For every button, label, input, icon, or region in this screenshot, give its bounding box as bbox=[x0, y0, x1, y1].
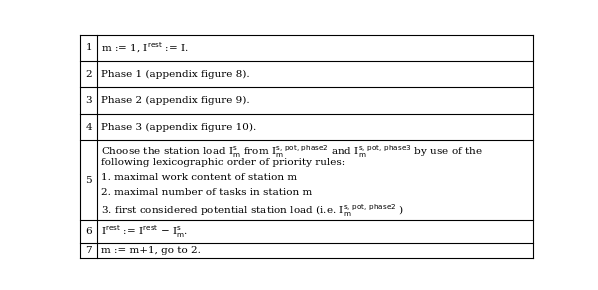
Text: Choose the station load I$^{\mathrm{s}}_{\mathrm{m}}$ from I$^{\mathrm{s,\thinsp: Choose the station load I$^{\mathrm{s}}_… bbox=[100, 143, 483, 160]
Text: 3. first considered potential station load (i.e. I$^{\mathrm{s,\thinspace pot,\t: 3. first considered potential station lo… bbox=[100, 202, 404, 219]
Text: 7: 7 bbox=[86, 246, 92, 255]
Text: Phase 1 (appendix figure 8).: Phase 1 (appendix figure 8). bbox=[100, 70, 249, 79]
Text: following lexicographic order of priority rules:: following lexicographic order of priorit… bbox=[100, 158, 345, 167]
Text: 2. maximal number of tasks in station m: 2. maximal number of tasks in station m bbox=[100, 188, 312, 197]
Text: m := m+1, go to 2.: m := m+1, go to 2. bbox=[100, 246, 200, 255]
Text: m := 1, I$^{\mathrm{rest}}$ := I.: m := 1, I$^{\mathrm{rest}}$ := I. bbox=[100, 41, 188, 55]
Text: 1. maximal work content of station m: 1. maximal work content of station m bbox=[100, 173, 297, 182]
Text: 2: 2 bbox=[86, 70, 92, 79]
Text: I$^{\mathrm{rest}}$ := I$^{\mathrm{rest}}$ $-$ I$^{\mathrm{s}}_{\mathrm{m}}$.: I$^{\mathrm{rest}}$ := I$^{\mathrm{rest}… bbox=[100, 223, 188, 240]
Text: Phase 3 (appendix figure 10).: Phase 3 (appendix figure 10). bbox=[100, 122, 256, 132]
Text: 6: 6 bbox=[86, 227, 92, 236]
Text: 5: 5 bbox=[86, 176, 92, 185]
Text: Phase 2 (appendix figure 9).: Phase 2 (appendix figure 9). bbox=[100, 96, 249, 105]
Text: 1: 1 bbox=[86, 44, 92, 52]
Text: 3: 3 bbox=[86, 96, 92, 105]
Text: 4: 4 bbox=[86, 122, 92, 132]
